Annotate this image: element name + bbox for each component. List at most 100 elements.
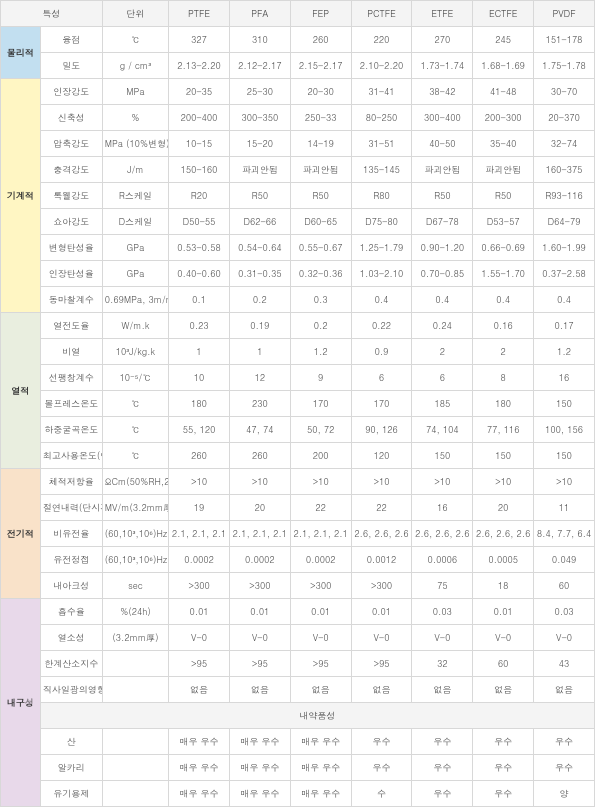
table-row: 산매우 우수매우 우수매우 우수우수우수우수우수	[1, 729, 595, 755]
unit-cell: W/m.k	[102, 313, 168, 339]
value-cell: 260	[169, 443, 230, 469]
value-cell: 없음	[290, 677, 351, 703]
value-cell: 우수	[412, 755, 473, 781]
value-cell: 매우 우수	[169, 729, 230, 755]
value-cell: 0.55-0.67	[290, 235, 351, 261]
property-cell: 쇼아강도	[40, 209, 102, 235]
table-row: 최고사용온도(연속)℃260260200120150150150	[1, 443, 595, 469]
unit-cell: (3.2mm厚)	[102, 625, 168, 651]
unit-cell: GPa	[102, 235, 168, 261]
value-cell: 우수	[534, 755, 595, 781]
value-cell: 38-42	[412, 79, 473, 105]
value-cell: R50	[473, 183, 534, 209]
value-cell: D60-65	[290, 209, 351, 235]
value-cell: >300	[290, 573, 351, 599]
value-cell: >300	[229, 573, 290, 599]
value-cell: 18	[473, 573, 534, 599]
value-cell: 43	[534, 651, 595, 677]
value-cell: 0.4	[473, 287, 534, 313]
unit-cell: ℃	[102, 27, 168, 53]
value-cell: 우수	[473, 755, 534, 781]
value-cell: 150	[534, 443, 595, 469]
value-cell: 0.90-1.20	[412, 235, 473, 261]
value-cell: >300	[169, 573, 230, 599]
value-cell: 2.15-2.17	[290, 53, 351, 79]
value-cell: 0.01	[229, 599, 290, 625]
value-cell: 11	[534, 495, 595, 521]
value-cell: 8	[473, 365, 534, 391]
header-property: 특성	[1, 1, 103, 27]
value-cell: 14-19	[290, 131, 351, 157]
unit-cell: MPa (10%변형)	[102, 131, 168, 157]
property-cell: 록웰강도	[40, 183, 102, 209]
table-row: 동마찰계수0.69MPa, 3m/min0.10.20.30.40.40.40.…	[1, 287, 595, 313]
value-cell: 1.60-1.99	[534, 235, 595, 261]
value-cell: >10	[290, 469, 351, 495]
unit-cell: %	[102, 105, 168, 131]
value-cell: 0.32-0.36	[290, 261, 351, 287]
unit-cell	[102, 755, 168, 781]
property-cell: 직사일광의영향	[40, 677, 102, 703]
table-row: 물리적융점℃327310260220270245151-178	[1, 27, 595, 53]
value-cell: 245	[473, 27, 534, 53]
value-cell: 0.01	[169, 599, 230, 625]
table-row: 비유전율(60,10³,10⁶)Hz2.1, 2.1, 2.12.1, 2.1,…	[1, 521, 595, 547]
value-cell: 1.68-1.69	[473, 53, 534, 79]
value-cell: 파괴안됨	[229, 157, 290, 183]
property-cell: 밀도	[40, 53, 102, 79]
subheader-cell: 내약품성	[40, 703, 594, 729]
value-cell: 19	[169, 495, 230, 521]
value-cell: 0.3	[290, 287, 351, 313]
value-cell: 40-50	[412, 131, 473, 157]
value-cell: 260	[229, 443, 290, 469]
header-material: PVDF	[534, 1, 595, 27]
unit-cell: D스케일	[102, 209, 168, 235]
property-cell: 인장탄성율	[40, 261, 102, 287]
table-row: 열적열전도율W/m.k0.230.190.20.220.240.160.17	[1, 313, 595, 339]
value-cell: V-0	[169, 625, 230, 651]
header-unit: 단위	[102, 1, 168, 27]
value-cell: >300	[351, 573, 412, 599]
property-cell: 인장강도	[40, 79, 102, 105]
property-cell: 유기용제	[40, 781, 102, 807]
value-cell: 0.03	[412, 599, 473, 625]
value-cell: 300-350	[229, 105, 290, 131]
value-cell: 170	[290, 391, 351, 417]
value-cell: 2	[473, 339, 534, 365]
value-cell: 양	[534, 781, 595, 807]
value-cell: 우수	[473, 729, 534, 755]
value-cell: 300-400	[412, 105, 473, 131]
value-cell: R93-116	[534, 183, 595, 209]
table-row: 인장탄성율GPa0.40-0.600.31-0.350.32-0.361.03-…	[1, 261, 595, 287]
value-cell: 100, 156	[534, 417, 595, 443]
value-cell: 0.03	[534, 599, 595, 625]
value-cell: 파괴안됨	[412, 157, 473, 183]
value-cell: 우수	[351, 729, 412, 755]
value-cell: 150	[534, 391, 595, 417]
header-material: PCTFE	[351, 1, 412, 27]
value-cell: 1.75-1.78	[534, 53, 595, 79]
value-cell: 6	[351, 365, 412, 391]
table-row: 신축성%200-400300-350250-3380-250300-400200…	[1, 105, 595, 131]
table-row: 쇼아강도D스케일D50-55D62-66D60-65D75-80D67-78D5…	[1, 209, 595, 235]
value-cell: D64-79	[534, 209, 595, 235]
value-cell: 16	[534, 365, 595, 391]
value-cell: D75-80	[351, 209, 412, 235]
value-cell: 우수	[534, 729, 595, 755]
value-cell: 우수	[351, 755, 412, 781]
value-cell: 135-145	[351, 157, 412, 183]
property-cell: 유전정접	[40, 547, 102, 573]
value-cell: 32	[412, 651, 473, 677]
unit-cell: ΩCm(50%RH,23℃)	[102, 469, 168, 495]
category-cell: 전기적	[1, 469, 41, 599]
value-cell: 0.1	[169, 287, 230, 313]
value-cell: 우수	[412, 729, 473, 755]
value-cell: 0.0012	[351, 547, 412, 573]
value-cell: 170	[351, 391, 412, 417]
value-cell: 25-30	[229, 79, 290, 105]
value-cell: D67-78	[412, 209, 473, 235]
value-cell: 2.6, 2.6, 2.6	[351, 521, 412, 547]
value-cell: 270	[412, 27, 473, 53]
property-cell: 최고사용온도(연속)	[40, 443, 102, 469]
subheader-row: 내약품성	[1, 703, 595, 729]
